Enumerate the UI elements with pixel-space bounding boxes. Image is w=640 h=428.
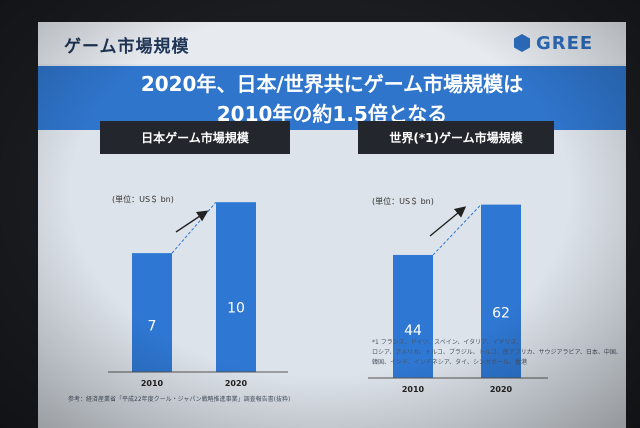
unit-label: (単位：US＄ bn): [372, 196, 434, 206]
headline-line-1: 2020年、日本/世界共にゲーム市場規模は: [140, 72, 524, 96]
page-title: ゲーム市場規模: [64, 37, 190, 57]
unit-label: (単位：US＄ bn): [112, 194, 174, 204]
hexagon-logo-icon: [514, 34, 530, 52]
category-tick-label: 2010: [402, 385, 425, 394]
category-tick-label: 2010: [141, 379, 164, 388]
world-chart-title: 世界(*1)ゲーム市場規模: [358, 121, 554, 154]
category-tick-label: 2020: [490, 385, 513, 394]
bar-2020: [481, 204, 521, 378]
growth-dashed-line: [432, 204, 482, 256]
japan-chart: 7 2010 10 2020 (単位：US＄ bn): [108, 194, 288, 388]
headline-banner: 2020年、日本/世界共にゲーム市場規模は 2010年の約1.5倍となる: [38, 66, 626, 130]
world-chart: 44 2010 62 2020 (単位：US＄ bn): [368, 196, 548, 394]
japan-chart-title: 日本ゲーム市場規模: [100, 121, 290, 154]
footnote: *1 フランス、ドイツ、スペイン、イタリア、イギリス、 ロシア、アメリカ、トルコ…: [372, 339, 622, 366]
bar-2020: [216, 202, 256, 372]
bar-value-label: 44: [404, 323, 422, 339]
bar-2010: [132, 253, 172, 372]
growth-dashed-line: [171, 201, 217, 254]
category-tick-label: 2020: [225, 379, 248, 388]
title-bar: ゲーム市場規模 GREE: [38, 22, 626, 64]
logo-text: GREE: [536, 32, 594, 54]
bar-value-label: 7: [148, 318, 157, 334]
bar-value-label: 10: [227, 301, 245, 317]
gree-logo: GREE: [512, 32, 593, 54]
bar-value-label: 62: [492, 305, 510, 321]
growth-arrow-icon: [429, 206, 467, 237]
source-note: 参考：経済産業省「平成22年度クール・ジャパン戦略推進事業」調査報告書(抜粋): [68, 396, 291, 403]
growth-arrow-icon: [175, 210, 209, 233]
bar-2010: [393, 254, 433, 378]
